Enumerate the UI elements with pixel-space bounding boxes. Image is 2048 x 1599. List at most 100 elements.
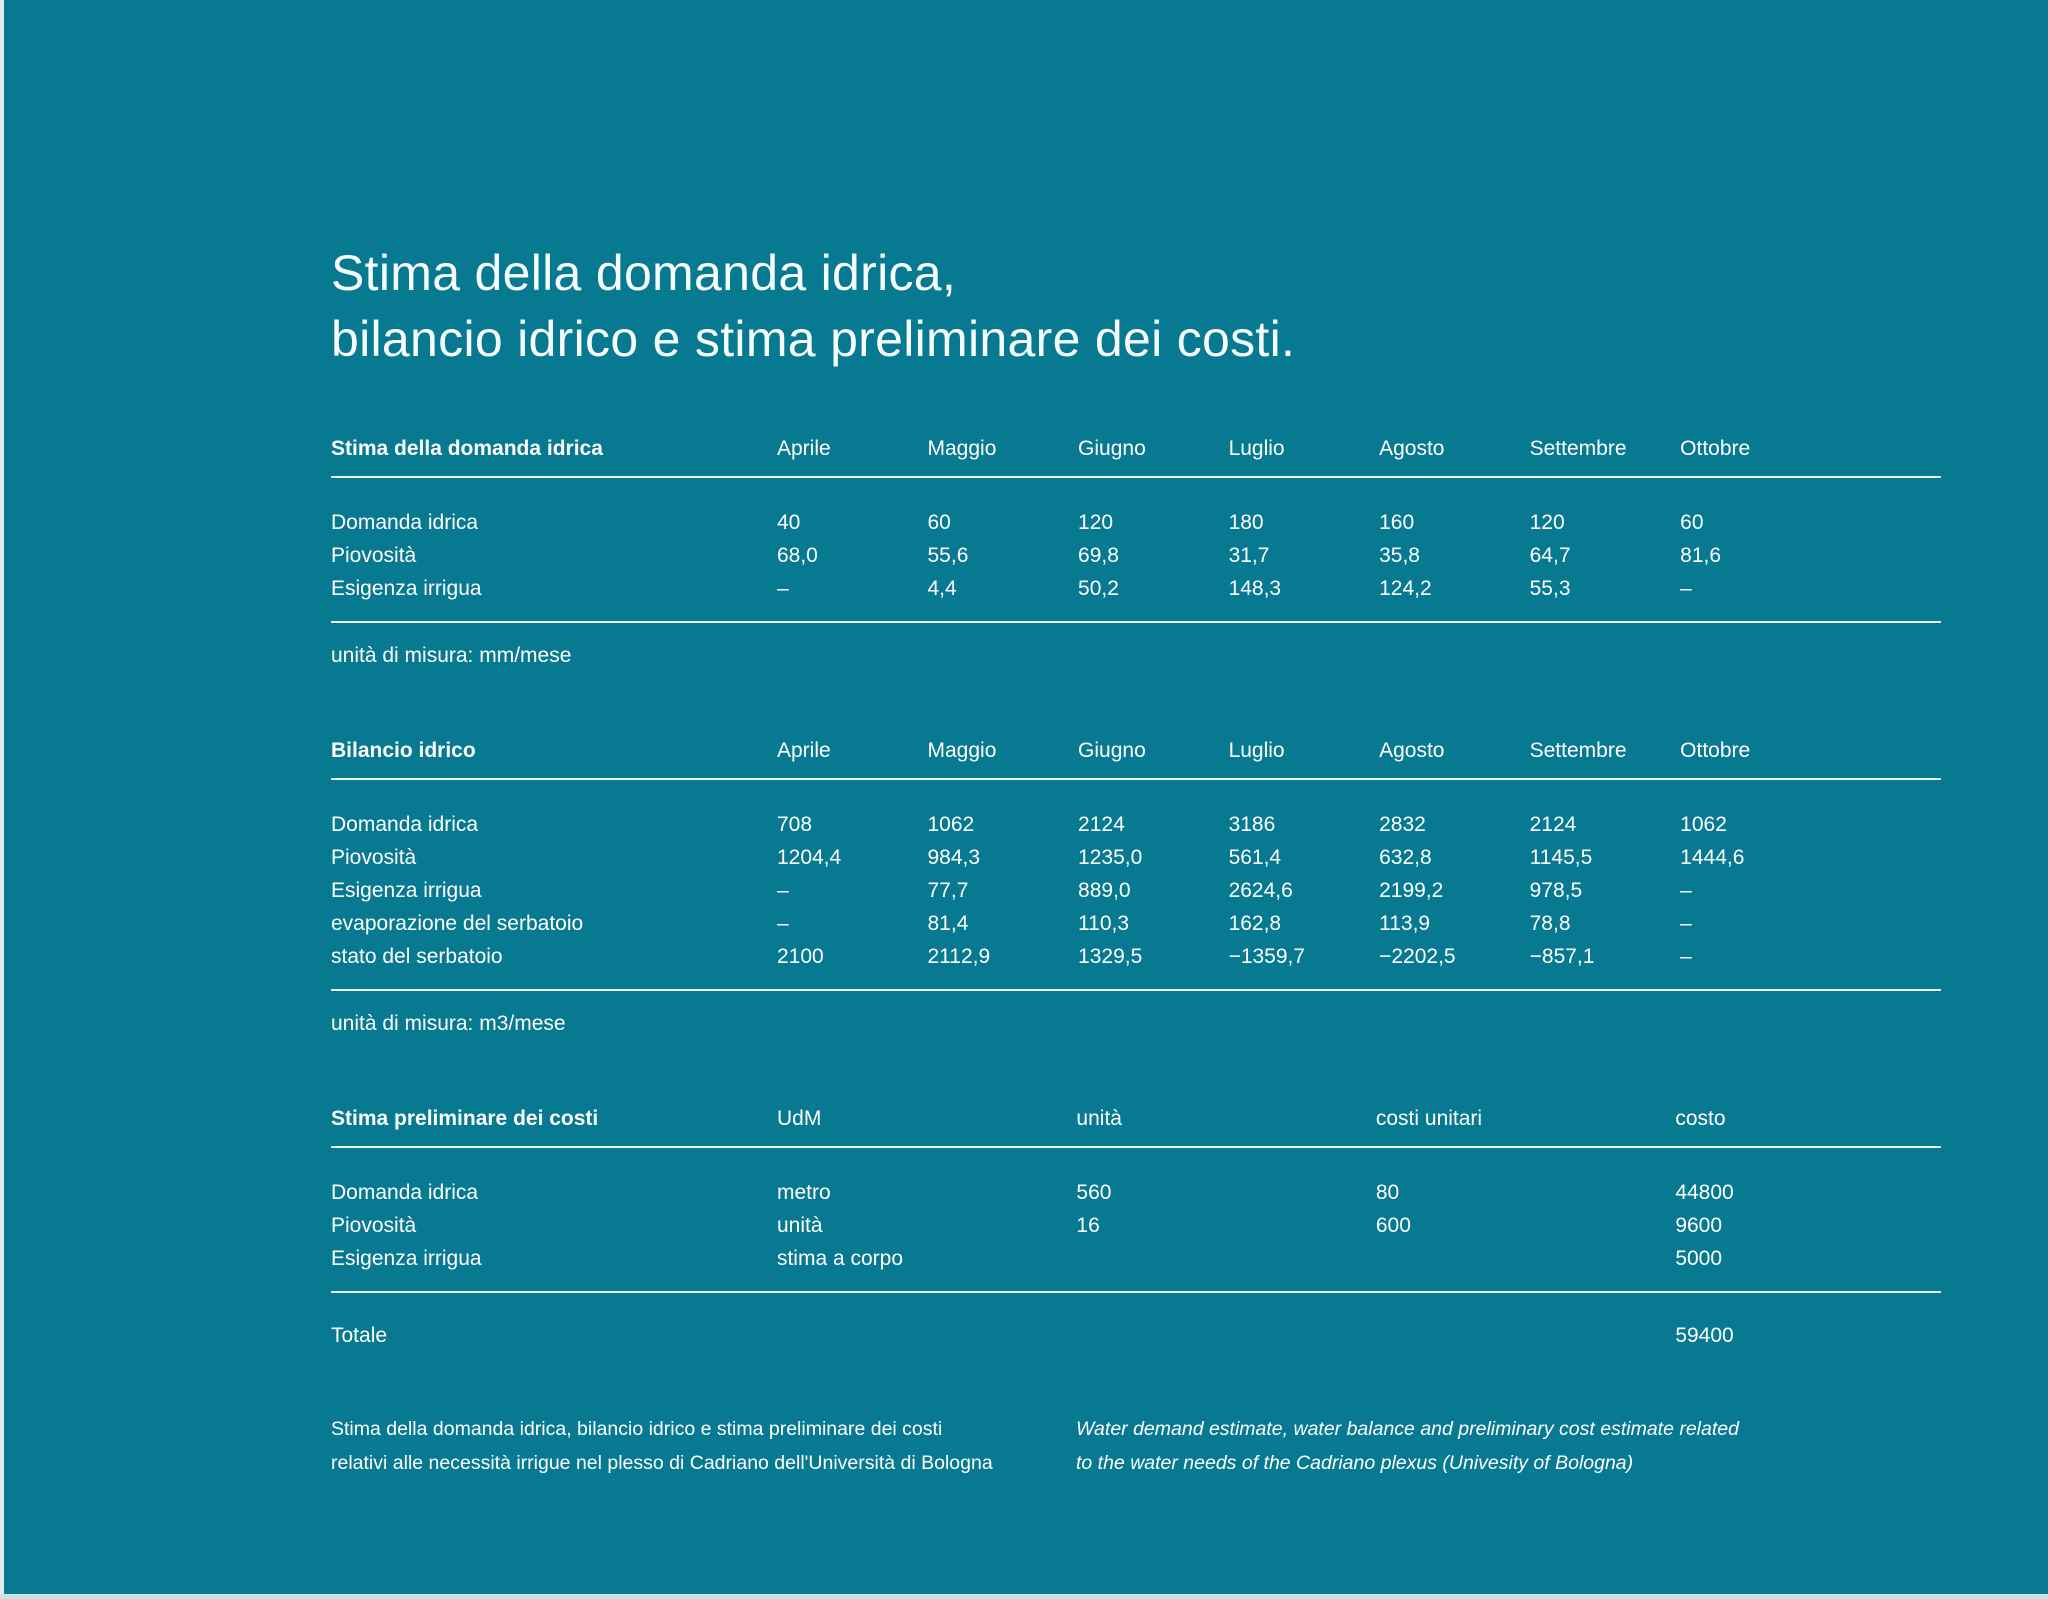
cell-value: – — [776, 912, 789, 935]
cell-value: 2832 — [1379, 813, 1426, 836]
cell-value: 180 — [1228, 511, 1264, 534]
column-header: Ottobre — [1680, 436, 1941, 478]
caption-line: Stima della domanda idrica, bilancio idr… — [331, 1418, 943, 1440]
row-label: Esigenza irrigua — [331, 879, 482, 902]
cell-value: 44800 — [1675, 1181, 1734, 1204]
column-header: costo — [1675, 1106, 1941, 1148]
column-header: Maggio — [927, 436, 1079, 478]
page-content: Stima della domanda idrica, bilancio idr… — [331, 0, 1941, 1480]
cell-value: 3186 — [1228, 813, 1276, 836]
cell-value: 4,4 — [927, 572, 1079, 623]
column-header: Maggio — [927, 738, 1079, 780]
water-balance-table: Bilancio idrico Aprile Maggio Giugno Luglio A… — [331, 738, 1941, 991]
cell-value: 60 — [1680, 511, 1704, 534]
cell-value: 113,9 — [1379, 912, 1431, 935]
cell-value: 55,3 — [1529, 572, 1681, 623]
row-label: Esigenza irrigua — [331, 572, 777, 623]
caption-line: to the water needs of the Cadriano plexu… — [1076, 1452, 1634, 1474]
cell-value: 1062 — [927, 813, 975, 836]
row-label: stato del serbatoio — [331, 940, 777, 991]
cell-value: 40 — [776, 511, 801, 534]
column-header: Luglio — [1228, 738, 1380, 780]
cell-value: 81,4 — [927, 912, 969, 935]
column-header: Giugno — [1078, 436, 1229, 478]
column-header: Settembre — [1529, 738, 1681, 780]
cell-value: −857,1 — [1529, 940, 1681, 991]
cell-value: – — [1680, 572, 1941, 623]
cell-value: – — [1680, 879, 1692, 902]
cell-value: 31,7 — [1228, 544, 1270, 567]
cell-value: −1359,7 — [1228, 940, 1380, 991]
cell-value: 1329,5 — [1078, 940, 1229, 991]
cell-value: −2202,5 — [1379, 940, 1530, 991]
table-row: Piovosità 68,0 55,6 69,8 31,7 35,8 64,7 81,6 — [331, 539, 1941, 572]
cell-value: 16 — [1076, 1214, 1100, 1237]
left-edge-strip — [0, 0, 4, 1599]
cell-value: 708 — [776, 813, 813, 836]
cost-estimate-table: Stima preliminare dei costi UdM unità costi… — [331, 1106, 1941, 1352]
column-header: Giugno — [1078, 738, 1229, 780]
caption-line: relativi alle necessità irrigue nel ples… — [331, 1452, 993, 1474]
cell-value: 120 — [1078, 511, 1114, 534]
table-title: Bilancio idrico — [331, 738, 777, 780]
row-label: evaporazione del serbatoio — [331, 912, 584, 935]
total-value: 59400 — [1675, 1324, 1734, 1347]
caption-english: Water demand estimate, water balance and… — [1076, 1412, 1941, 1480]
column-header: unità — [1076, 1106, 1376, 1148]
table-row: Domanda idrica metro 560 80 44800 — [331, 1147, 1941, 1209]
table-row: stato del serbatoio 2100 2112,9 1329,5 −1359… — [331, 940, 1941, 991]
column-header: Agosto — [1379, 436, 1530, 478]
cell-value: – — [1680, 912, 1692, 935]
table-row: Piovosità 1204,4 984,3 1235,0 561,4 632,8 1145… — [331, 841, 1941, 874]
bottom-edge-strip — [0, 1594, 2048, 1599]
cell-value: 1235,0 — [1078, 846, 1143, 869]
cell-value — [1375, 1242, 1676, 1293]
row-label: Domanda idrica — [331, 1181, 479, 1204]
cell-value: 2100 — [776, 940, 928, 991]
cell-value: 80 — [1375, 1181, 1400, 1204]
cell-value: 5000 — [1675, 1242, 1941, 1293]
row-label: Piovosità — [331, 846, 417, 869]
cell-value: 1444,6 — [1680, 846, 1745, 869]
cell-value: 55,6 — [927, 544, 969, 567]
cell-value: 561,4 — [1228, 846, 1282, 869]
cell-value: stima a corpo — [776, 1242, 1077, 1293]
column-header: Luglio — [1228, 436, 1380, 478]
cell-value: 1145,5 — [1529, 846, 1593, 869]
page-title-line-1: Stima della domanda idrica, — [331, 245, 957, 301]
water-balance-section: Bilancio idrico Aprile Maggio Giugno Luglio A… — [331, 738, 1941, 1040]
column-header: Settembre — [1529, 436, 1681, 478]
cell-value: 2624,6 — [1228, 879, 1293, 902]
table-row: evaporazione del serbatoio – 81,4 110,3 162,… — [331, 907, 1941, 940]
column-header: Aprile — [776, 436, 928, 478]
cell-value: 2124 — [1078, 813, 1125, 836]
cell-value: 1062 — [1680, 813, 1727, 836]
cell-value: 9600 — [1675, 1214, 1723, 1237]
table-row: Domanda idrica 708 1062 2124 3186 2832 2124 106… — [331, 779, 1941, 841]
cell-value: 77,7 — [927, 879, 969, 902]
column-header: Agosto — [1379, 738, 1530, 780]
cell-value: 69,8 — [1078, 544, 1119, 567]
table-title: Stima preliminare dei costi — [331, 1106, 777, 1148]
captions: Stima della domanda idrica, bilancio idr… — [331, 1412, 1941, 1480]
total-spacer — [777, 1292, 1675, 1352]
row-label: Domanda idrica — [331, 813, 479, 836]
cell-value: 2124 — [1529, 813, 1577, 836]
row-label: Piovosità — [331, 1214, 417, 1237]
cell-value: – — [776, 879, 789, 902]
caption-italian: Stima della domanda idrica, bilancio idr… — [331, 1412, 1076, 1480]
cell-value: 162,8 — [1228, 912, 1282, 935]
table-row: Esigenza irrigua stima a corpo 5000 — [331, 1242, 1941, 1293]
cell-value: 2199,2 — [1379, 879, 1444, 902]
cell-value: 120 — [1529, 511, 1565, 534]
cell-value: – — [1680, 940, 1941, 991]
page-title: Stima della domanda idrica, bilancio idr… — [331, 240, 1941, 372]
cell-value: – — [776, 572, 928, 623]
cell-value: metro — [776, 1181, 831, 1204]
cell-value: 50,2 — [1078, 572, 1229, 623]
header-row: Bilancio idrico Aprile Maggio Giugno Luglio A… — [331, 738, 1941, 780]
table-row: Domanda idrica 40 60 120 180 160 120 60 — [331, 477, 1941, 539]
total-row: Totale 59400 — [331, 1292, 1941, 1352]
cell-value: 78,8 — [1529, 912, 1571, 935]
cell-value: 2112,9 — [927, 940, 1079, 991]
